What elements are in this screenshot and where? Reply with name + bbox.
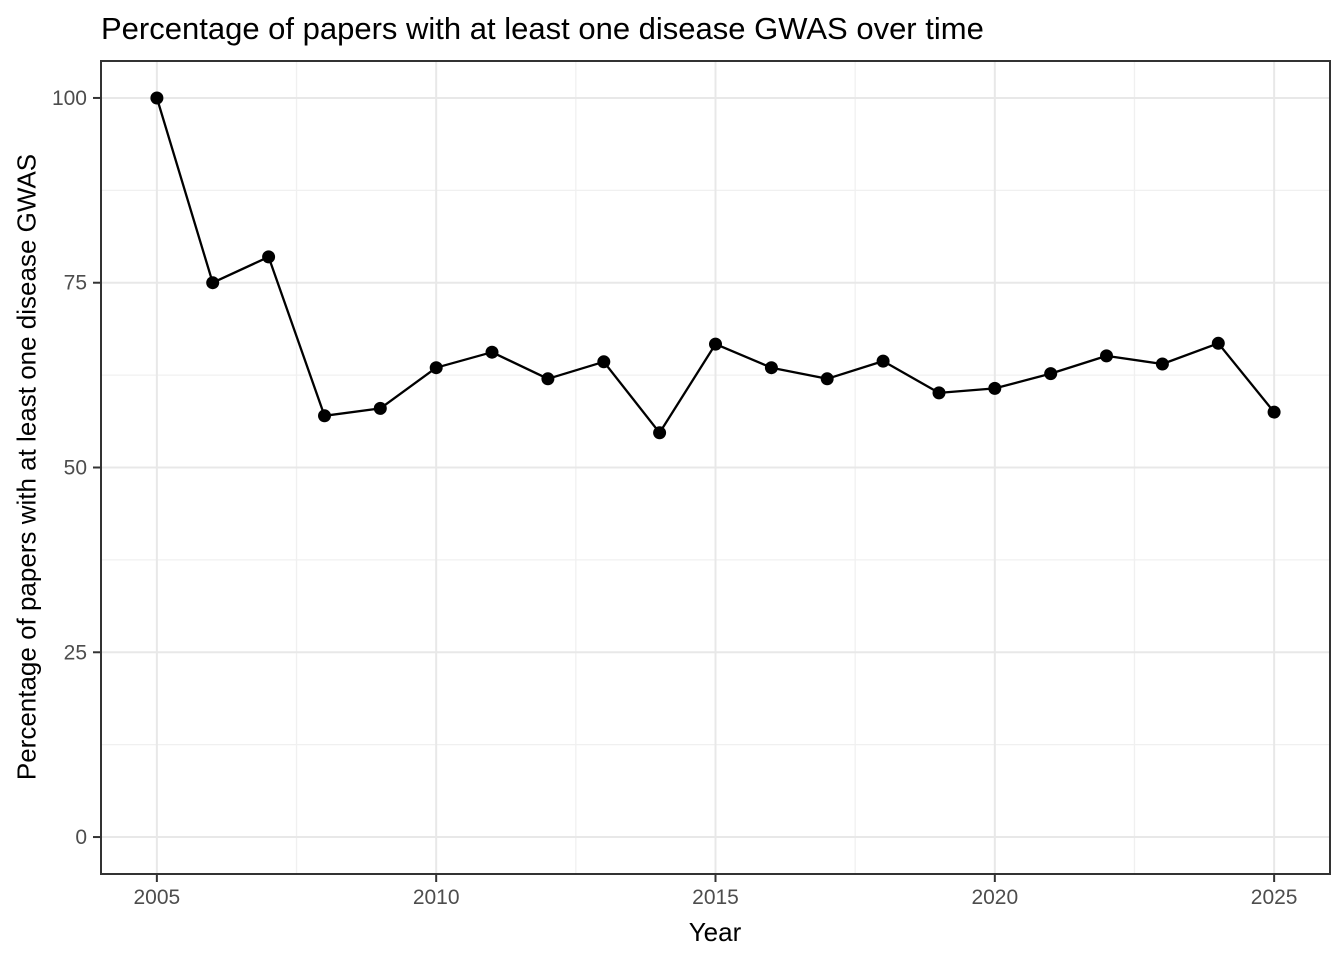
x-tick-label: 2005 (134, 886, 181, 909)
data-point (150, 91, 164, 105)
data-point (373, 401, 387, 415)
data-point (206, 276, 220, 290)
y-tick-label: 50 (64, 457, 87, 480)
data-point (1044, 367, 1058, 381)
data-point (709, 337, 722, 351)
y-axis-title: Percentage of papers with at least one d… (11, 153, 42, 781)
data-point (485, 345, 499, 359)
data-point (988, 381, 1002, 395)
axis-ticks (93, 96, 1276, 882)
y-tick-label: 100 (52, 87, 87, 110)
panel-border (100, 60, 1331, 875)
data-point (429, 361, 443, 375)
data-point (1211, 336, 1225, 350)
data-point (541, 372, 555, 386)
data-points (150, 91, 1281, 440)
y-tick-label: 0 (75, 826, 87, 849)
x-tick-labels: 2005 2010 2015 2020 2025 (134, 886, 1298, 909)
y-tick-labels: 0 25 50 75 100 (52, 87, 87, 849)
data-point (876, 354, 890, 368)
chart-title: Percentage of papers with at least one d… (101, 11, 984, 46)
y-tick-label: 25 (64, 641, 87, 664)
x-tick-label: 2020 (971, 886, 1018, 909)
data-point (318, 409, 331, 423)
data-point (597, 355, 611, 369)
data-point (653, 426, 667, 440)
data-point (1155, 357, 1169, 371)
grid-major (101, 61, 1330, 874)
data-point (764, 361, 778, 375)
x-tick-label: 2015 (692, 886, 739, 909)
data-point (1100, 349, 1113, 363)
data-point (820, 372, 834, 386)
data-point (1267, 405, 1281, 419)
x-axis-title: Year (688, 917, 742, 947)
x-tick-label: 2025 (1251, 886, 1298, 909)
x-tick-label: 2010 (413, 886, 460, 909)
data-point (932, 386, 946, 400)
data-point (262, 250, 276, 264)
y-tick-label: 75 (64, 272, 87, 295)
